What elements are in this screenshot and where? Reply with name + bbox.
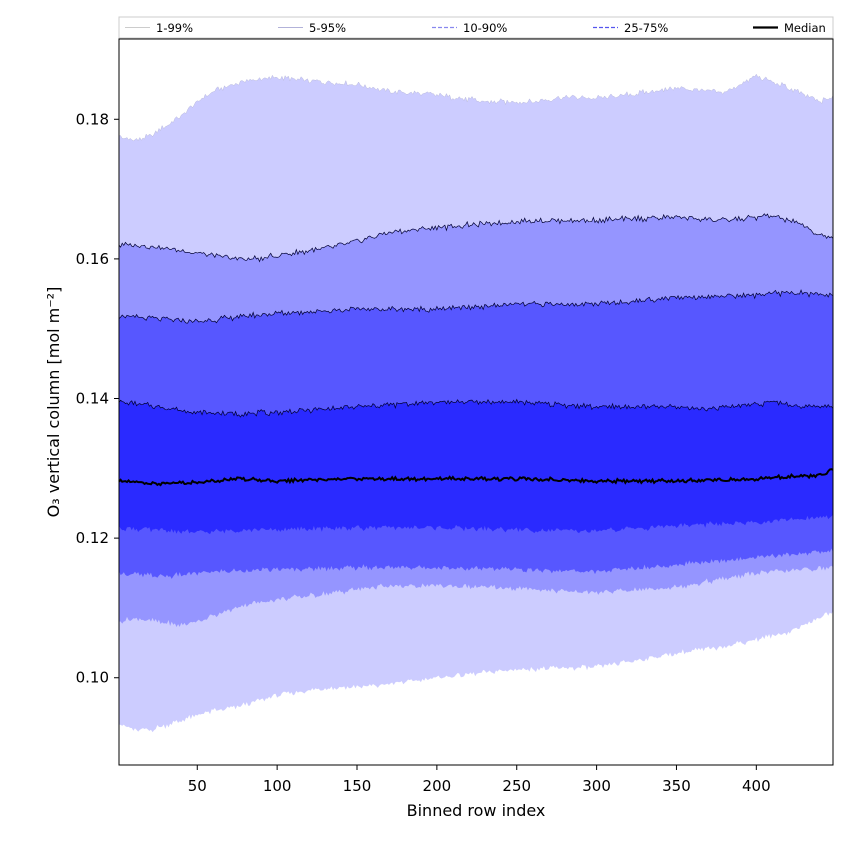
y-tick-label: 0.10: [76, 669, 109, 687]
band-upper-line-10-90pct: [118, 289, 834, 324]
legend-label: 1-99%: [156, 21, 193, 35]
band-25-75pct: [119, 399, 833, 535]
band-upper-line-1-99pct: [118, 73, 834, 142]
y-tick-label: 0.16: [76, 250, 109, 268]
x-axis-ticks: 50 100 150 200 250 300 350 400: [188, 765, 771, 795]
x-tick-label: 200: [423, 777, 452, 795]
legend-label: 25-75%: [624, 21, 668, 35]
legend-label: 5-95%: [309, 21, 346, 35]
x-tick-label: 400: [742, 777, 771, 795]
x-tick-label: 150: [343, 777, 372, 795]
legend-label: Median: [784, 21, 826, 35]
bands-layer: [119, 74, 833, 733]
x-axis-label: Binned row index: [407, 801, 546, 820]
y-tick-label: 0.14: [76, 390, 109, 408]
median-layer: [118, 468, 834, 487]
legend: 1-99% 5-95% 10-90% 25-75% Median: [118, 16, 834, 39]
median-line: [118, 468, 834, 487]
y-axis-ticks: 0.10 0.12 0.14 0.16 0.18: [76, 110, 119, 687]
x-tick-label: 300: [582, 777, 611, 795]
x-tick-label: 50: [188, 777, 207, 795]
legend-box: [118, 16, 834, 39]
band-upper-line-25-75pct: [118, 398, 834, 418]
band-lines-layer: [118, 73, 834, 418]
y-tick-label: 0.18: [76, 110, 109, 128]
plot-frame: [118, 38, 834, 766]
y-axis-label: O₃ vertical column [mol m⁻²]: [44, 287, 63, 518]
x-tick-label: 100: [263, 777, 292, 795]
x-tick-label: 350: [662, 777, 691, 795]
x-tick-label: 250: [502, 777, 531, 795]
legend-label: 10-90%: [463, 21, 507, 35]
y-tick-label: 0.12: [76, 529, 109, 547]
band-upper-line-5-95pct: [118, 213, 834, 263]
